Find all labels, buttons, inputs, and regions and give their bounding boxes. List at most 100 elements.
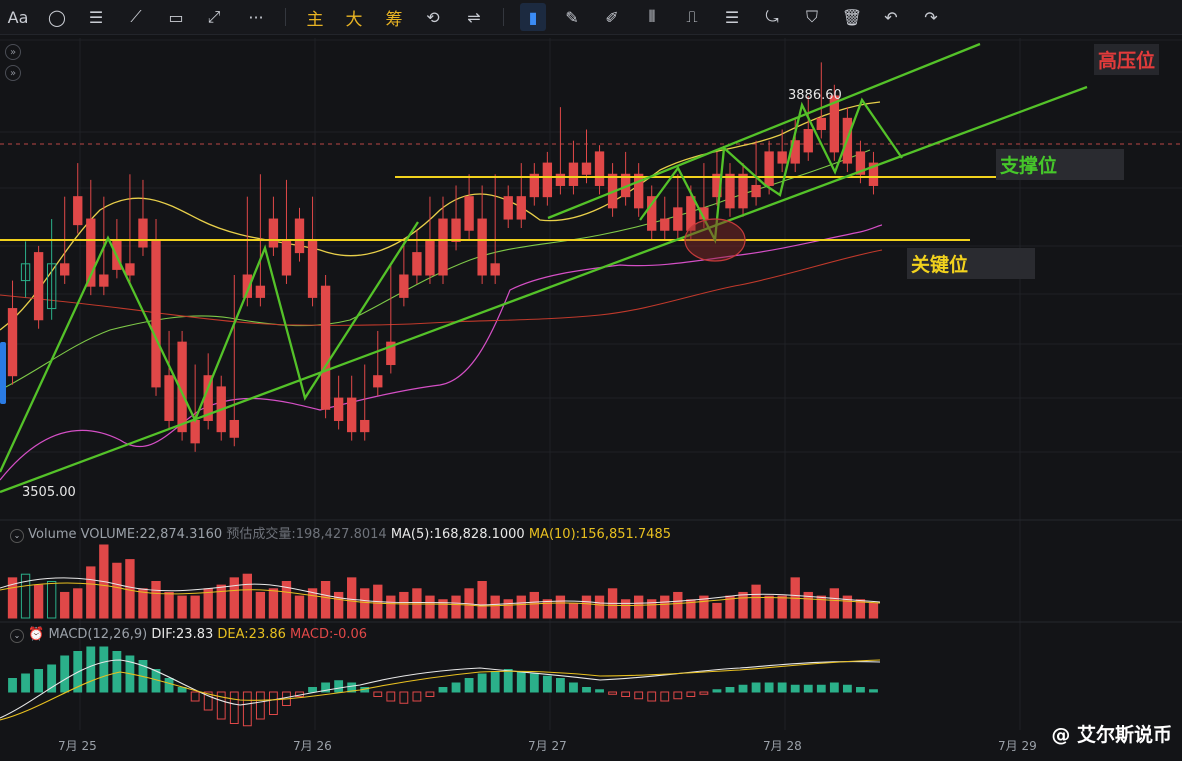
toolbar-more-icon[interactable]: ··· (248, 7, 264, 27)
macd-histogram-bar (60, 655, 70, 693)
toolbar-ellipse-icon[interactable]: ◯ (48, 7, 66, 27)
toolbar-list-icon[interactable]: ☰ (88, 7, 104, 27)
macd-collapse-icon[interactable]: ⌄ (10, 629, 24, 643)
macd-histogram-bar (203, 691, 213, 711)
candle-body (333, 397, 344, 421)
volume-bar (490, 595, 500, 619)
candle-body (764, 151, 774, 186)
volume-bar (229, 577, 239, 619)
candle-body (451, 218, 461, 242)
collapse-icon[interactable]: » (5, 44, 21, 60)
candle-body (855, 151, 866, 175)
volume-bar (829, 588, 840, 619)
volume-bar (86, 566, 96, 619)
candle-body (477, 218, 487, 276)
macd-histogram-bar (647, 691, 657, 702)
toolbar-trash-icon[interactable]: 🗑 (841, 7, 863, 27)
volume-ma10-line (0, 582, 881, 607)
toolbar-line-icon[interactable]: ⤢ (207, 7, 221, 26)
toolbar-redo-icon[interactable]: ↷ (924, 7, 938, 27)
toolbar-note-icon[interactable]: ☰ (724, 7, 740, 27)
candle-body (360, 419, 370, 433)
candle-body (816, 117, 826, 131)
toolbar-filter-icon[interactable]: ⛉ (805, 7, 818, 26)
toolbar-candles-icon[interactable]: ⫴ (648, 7, 656, 26)
macd-label: MACD(12,26,9) (48, 627, 148, 642)
channel-lower-line (0, 85, 1088, 494)
macd-dif: DIF:23.83 (151, 627, 214, 642)
candle-body (425, 240, 435, 276)
wave-pattern-upper (639, 97, 903, 245)
macd-histogram-bar (595, 689, 604, 693)
macd-histogram-bar (503, 669, 513, 693)
toolbar-undo-icon[interactable]: ↶ (884, 7, 898, 27)
macd-histogram-bar (777, 682, 787, 693)
macd-histogram-bar (712, 689, 722, 693)
toolbar-loop-icon[interactable]: ⟲ (426, 7, 440, 27)
candle-body (294, 218, 305, 254)
toolbar-copy-icon[interactable]: ⎍ (686, 7, 698, 26)
volume-bar (842, 595, 853, 619)
macd-histogram-bar (699, 691, 709, 695)
toolbar-text-icon[interactable]: Aa (7, 7, 29, 27)
volume-bar (516, 595, 526, 619)
macd-histogram-bar (829, 682, 839, 693)
high-price-label: 3886.60 (788, 88, 842, 103)
macd-histogram-bar (516, 671, 526, 693)
macd-histogram-bar (634, 691, 644, 700)
candle-body (490, 263, 500, 276)
candle-body (347, 397, 357, 433)
candle-body (555, 173, 566, 186)
candle-body (60, 263, 70, 276)
toolbar-main-icon[interactable]: 主 (306, 9, 324, 30)
price-chart (0, 38, 1182, 730)
volume-collapse-icon[interactable]: ⌄ (10, 529, 24, 543)
x-tick-4: 7月 29 (998, 739, 1037, 753)
volume-bar (386, 595, 396, 619)
toolbar-swap-icon[interactable]: ⇌ (467, 7, 481, 27)
volume-bar (594, 595, 605, 619)
candle-body (633, 173, 644, 209)
toolbar-pencil-icon[interactable]: ✐ (605, 7, 619, 27)
support-label: 支撑位 (996, 149, 1124, 180)
macd-histogram-bar (21, 673, 30, 693)
macd-histogram-bar (190, 691, 200, 702)
volume-bar (46, 581, 57, 619)
toolbar-magnet-icon[interactable]: ⤿ (765, 7, 779, 26)
candle-body (86, 218, 96, 287)
macd-histogram-bar (269, 691, 278, 715)
candle-body (725, 173, 735, 209)
volume-ma10: MA(10):156,851.7485 (528, 527, 671, 542)
alarm-icon[interactable]: ⏰ (28, 627, 45, 642)
volume-bar (568, 602, 579, 619)
candle-body (412, 252, 422, 276)
volume-bar (660, 595, 670, 619)
volume-bar (633, 595, 644, 619)
toolbar-rect-icon[interactable]: ▭ (168, 7, 184, 27)
toolbar-ruler-icon[interactable]: ✎ (565, 7, 579, 27)
volume-bar (477, 581, 487, 619)
candle-body (868, 162, 879, 186)
x-tick-2: 7月 27 (528, 739, 567, 753)
candle-body (660, 218, 670, 231)
macd-histogram-bar (99, 646, 109, 693)
candle-body (255, 285, 266, 298)
toolbar-chips-icon[interactable]: 筹 (385, 9, 403, 30)
macd-histogram-bar (438, 687, 448, 693)
volume-bar (438, 599, 448, 619)
toolbar-fib-icon[interactable]: ⟋ (130, 7, 142, 26)
bollinger-lower (0, 224, 883, 481)
candle-body (320, 285, 331, 410)
channel-upper-line (547, 42, 981, 220)
candle-body (568, 162, 579, 186)
volume-bar (216, 584, 226, 619)
volume-bar (242, 573, 253, 619)
toolbar-mark-icon[interactable]: ▮ (520, 3, 546, 31)
expand-icon[interactable]: » (5, 65, 21, 81)
volume-bar (164, 591, 174, 619)
macd-histogram-bar (660, 691, 670, 702)
toolbar-big-icon[interactable]: 大 (345, 9, 363, 30)
candle-body (438, 218, 448, 276)
toolbar-separator (285, 8, 286, 26)
macd-histogram-bar (373, 691, 383, 697)
